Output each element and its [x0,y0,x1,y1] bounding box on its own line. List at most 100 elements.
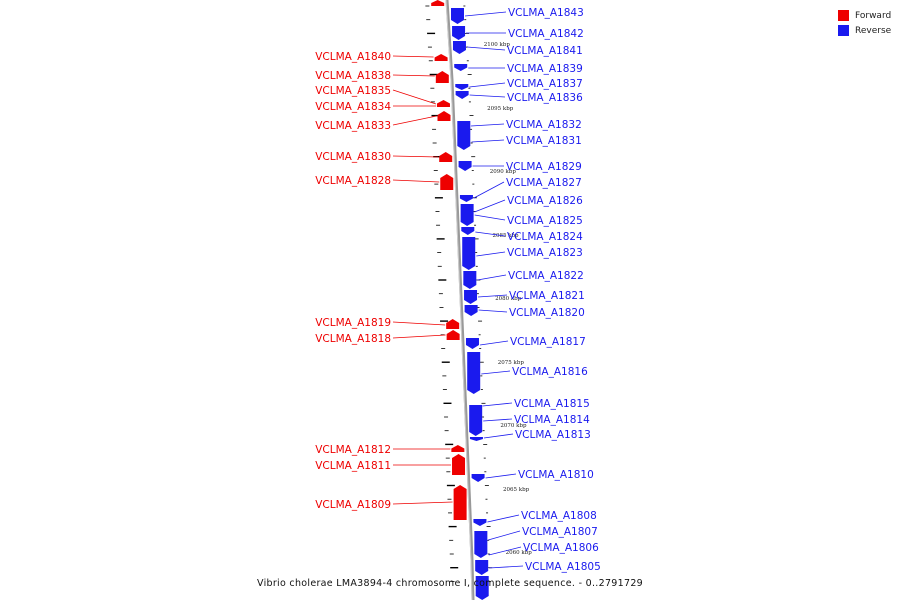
scale-labels: 2100 kbp 2095 kbp 2090 kbp 2085 kbp 2080 kbp… [484,42,533,556]
forward-gene-label: VCLMA_A1818 [315,333,391,345]
reverse-gene-block [455,91,469,99]
leader-line [488,530,521,541]
reverse-gene-label: VCLMA_A1817 [510,336,586,348]
reverse-gene-label: VCLMA_A1842 [508,28,584,40]
leader-line [489,565,524,569]
leader-line [475,231,506,237]
reverse-gene-label: VCLMA_A1839 [507,63,583,75]
scale-label: 2080 kbp [495,296,522,302]
reverse-gene-block [461,227,475,235]
leader-line [481,370,511,375]
leader-line [479,340,509,346]
reverse-gene-label: VCLMA_A1843 [508,7,584,19]
reverse-gene-label: VCLMA_A1815 [514,398,590,410]
reverse-gene-label: VCLMA_A1829 [506,161,582,173]
legend-item-reverse: Reverse [838,23,891,38]
reverse-gene-block [451,8,464,24]
reverse-gene-label: VCLMA_A1836 [507,92,583,104]
forward-gene-block [453,485,467,520]
leader-line [392,321,446,326]
reverse-gene-block [457,121,471,150]
leader-line [469,94,506,98]
reverse-gene-block [475,560,489,575]
leader-line [474,214,506,221]
reverse-gene-block [475,576,489,600]
gene-labels: VCLMA_A1840 VCLMA_A1838 VCLMA_A1835 VCLMA_A… [315,7,601,573]
forward-gene-block [451,445,465,452]
scale-label: 2085 kbp [492,233,519,239]
leader-line [466,46,506,51]
reverse-gene-block [462,237,476,270]
reverse-gene-label: VCLMA_A1831 [506,135,582,147]
reverse-gene-label: VCLMA_A1810 [518,469,594,481]
forward-gene-block [435,71,449,83]
forward-gene-block [446,319,460,329]
reverse-gene-label: VCLMA_A1826 [507,195,583,207]
forward-gene-label: VCLMA_A1840 [315,51,391,63]
legend-label-forward: Forward [855,10,892,21]
legend-label-reverse: Reverse [855,25,892,36]
forward-gene-label: VCLMA_A1835 [315,85,391,97]
forward-gene-block [434,54,448,61]
reverse-gene-block [469,405,483,436]
forward-gene-block [439,152,453,162]
forward-gene-block [440,174,454,190]
forward-gene-label: VCLMA_A1834 [315,101,391,113]
leader-line [470,123,505,127]
forward-gene-label: VCLMA_A1812 [315,444,391,456]
leader-line [392,115,437,126]
leader-line [392,179,440,183]
reverse-gene-block [464,290,478,304]
reverse-gene-block [454,64,468,71]
forward-gene-label: VCLMA_A1819 [315,317,391,329]
reverse-swatch [838,25,849,36]
reverse-gene-label: VCLMA_A1813 [515,429,591,441]
scale-label: 2070 kbp [500,423,527,429]
leader-line [392,501,453,505]
reverse-gene-block [455,84,469,90]
legend: Forward Reverse [838,8,891,38]
leader-line [392,55,434,58]
reverse-gene-label: VCLMA_A1832 [506,119,582,131]
leader-line [482,402,513,407]
map-title: Vibrio cholerae LMA3894-4 chromosome I, … [256,578,644,589]
reverse-gene-label: VCLMA_A1822 [508,270,584,282]
reverse-gene-label: VCLMA_A1820 [509,307,585,319]
reverse-gene-block [473,519,487,526]
leader-line [478,309,508,313]
leader-line [464,11,507,17]
reverse-gene-block [465,338,479,349]
scale-label: 2095 kbp [487,106,514,112]
legend-item-forward: Forward [838,8,891,23]
scale-label: 2065 kbp [503,487,530,493]
chromosome-backbone [445,0,475,600]
leader-line [471,139,505,143]
scale-label: 2075 kbp [498,360,525,366]
reverse-gene-label: VCLMA_A1823 [507,247,583,259]
forward-gene-label: VCLMA_A1838 [315,70,391,82]
reverse-gene-label: VCLMA_A1806 [523,542,599,554]
reverse-gene-label: VCLMA_A1814 [514,414,590,426]
reverse-gene-label: VCLMA_A1807 [522,526,598,538]
scale-label: 2090 kbp [490,169,517,175]
scale-label: 2060 kbp [506,550,533,556]
forward-gene-block [436,100,450,107]
reverse-gene-label: VCLMA_A1816 [512,366,588,378]
leader-line [487,514,520,523]
reverse-gene-block [467,352,481,394]
leader-line [392,334,446,339]
reverse-gene-block [469,437,483,441]
reverse-gene-label: VCLMA_A1841 [507,45,583,57]
forward-gene-block [437,111,451,121]
gene-features [431,0,489,600]
forward-gene-block [446,330,460,340]
leader-line [473,181,505,199]
reverse-gene-label: VCLMA_A1805 [525,561,601,573]
reverse-gene-block [460,204,474,226]
reverse-gene-block [452,26,466,40]
reverse-gene-label: VCLMA_A1808 [521,510,597,522]
leader-line [478,294,508,298]
forward-gene-label: VCLMA_A1833 [315,120,391,132]
leader-line [392,89,437,105]
